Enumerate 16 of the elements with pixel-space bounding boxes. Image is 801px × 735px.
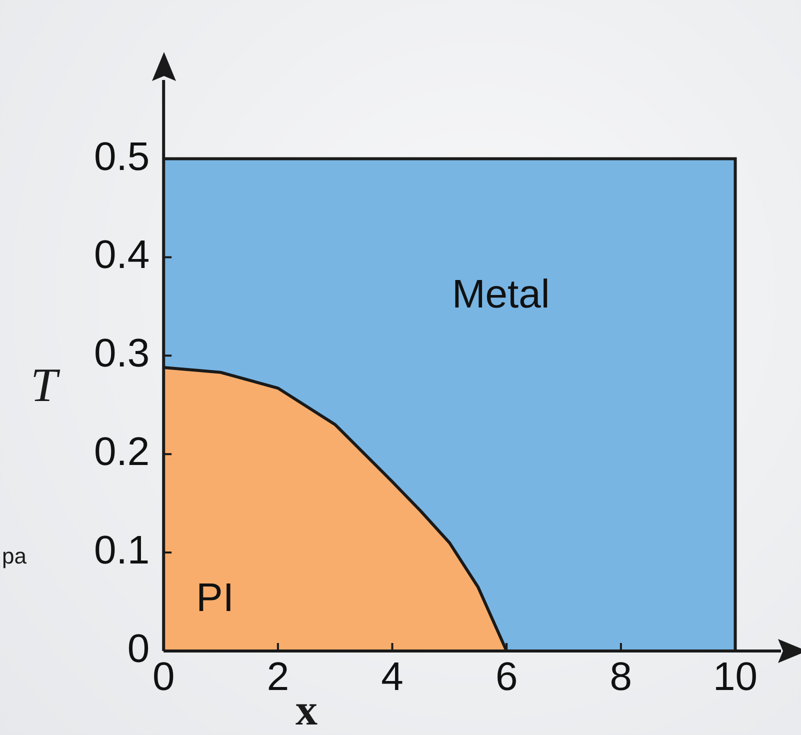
y-tick-label: 0.1 [94, 528, 150, 573]
y-tick-label: 0.5 [94, 134, 150, 179]
series-label: Metal [452, 272, 550, 317]
y-axis-title: T [30, 358, 61, 412]
y-tick-label: 0 [127, 627, 150, 672]
y-tick-label: 0.4 [94, 233, 150, 278]
y-tick-label: 0.2 [94, 430, 150, 474]
series-label: PI [196, 576, 234, 620]
x-axis-title: x [296, 685, 318, 734]
x-tick-label: 4 [381, 655, 404, 700]
x-tick-label: 8 [610, 655, 632, 700]
x-tick-label: 2 [266, 655, 290, 700]
x-tick-label: 6 [495, 655, 518, 700]
text: pa [2, 544, 28, 569]
x-tick-label: 10 [713, 655, 758, 700]
y-tick-label: 0.3 [94, 332, 150, 376]
